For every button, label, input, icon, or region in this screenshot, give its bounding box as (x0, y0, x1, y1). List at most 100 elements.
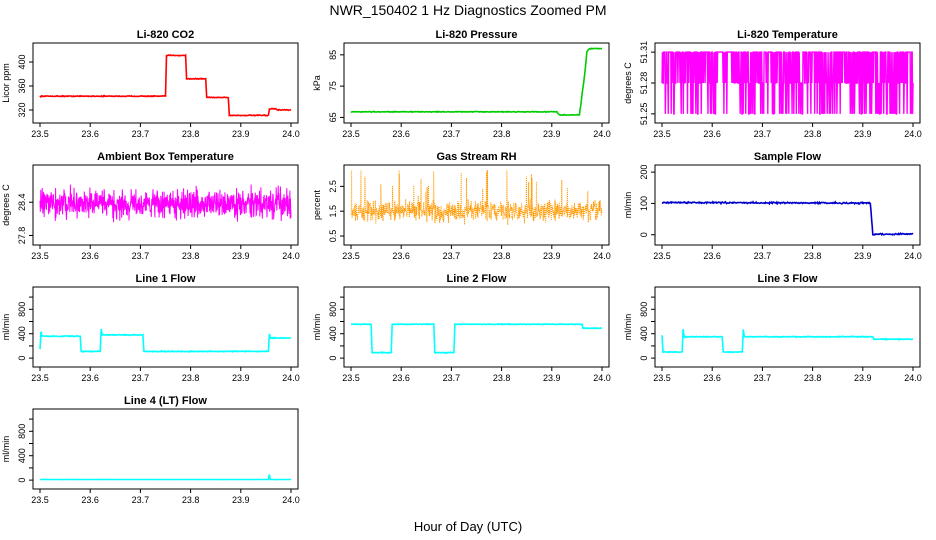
y-tick-label: 320 (17, 102, 27, 117)
x-tick-label: 24.0 (904, 373, 922, 383)
x-tick-label: 23.6 (703, 251, 721, 261)
x-tick-label: 23.5 (31, 129, 49, 139)
x-tick-label: 24.0 (593, 373, 611, 383)
x-tick-label: 24.0 (904, 251, 922, 261)
series-line (39, 474, 291, 481)
x-tick-label: 23.6 (392, 129, 410, 139)
series-line (661, 328, 913, 354)
y-axis-label: ml/min (623, 192, 633, 219)
y-tick-label: 0 (17, 478, 27, 483)
x-tick-label: 23.6 (81, 373, 99, 383)
x-tick-label: 23.7 (443, 251, 461, 261)
y-tick-label: 0 (17, 356, 27, 361)
series-line (351, 322, 603, 355)
x-tick-label: 23.5 (342, 129, 360, 139)
x-tick-label: 23.8 (804, 129, 822, 139)
y-tick-label: 0.5 (328, 230, 338, 243)
x-tick-label: 23.6 (703, 373, 721, 383)
panel-licor_temp: Li-820 Temperature degrees C 51.25 51.28 51.… (623, 29, 922, 139)
x-tick-label: 23.9 (543, 373, 561, 383)
panel-title: Line 3 Flow (758, 273, 818, 285)
panel-sample_flow: Sample Flow ml/min 0 100 200 23.5 23.6 23.7 23.8… (623, 151, 922, 261)
panel-frame (343, 164, 610, 246)
panel-frame (32, 42, 299, 124)
x-tick-label: 24.0 (593, 251, 611, 261)
x-tick-label: 23.5 (342, 251, 360, 261)
panel-title: Sample Flow (754, 151, 822, 163)
x-tick-label: 23.8 (182, 251, 200, 261)
y-tick-label: 800 (17, 302, 27, 317)
x-tick-label: 23.9 (854, 251, 872, 261)
panel-frame (654, 164, 921, 246)
y-tick-label: 65 (328, 112, 338, 122)
y-tick-label: 85 (328, 50, 338, 60)
y-axis-label: Licor ppm (1, 63, 11, 103)
y-tick-label: 800 (17, 424, 27, 439)
x-tick-label: 24.0 (282, 129, 300, 139)
panel-title: Li-820 CO2 (137, 29, 194, 41)
y-tick-label: 1.5 (328, 205, 338, 218)
y-tick-label: 800 (639, 302, 649, 317)
x-tick-label: 23.7 (132, 373, 150, 383)
x-tick-label: 24.0 (282, 373, 300, 383)
panel-frame (343, 286, 610, 368)
series-line (661, 200, 914, 237)
y-tick-label: 100 (639, 196, 649, 211)
x-tick-label: 23.8 (804, 373, 822, 383)
y-tick-label: 2.5 (328, 180, 338, 193)
y-axis-label: degrees C (623, 62, 633, 104)
x-tick-label: 24.0 (904, 129, 922, 139)
panel-line3: Line 3 Flow ml/min 0 400 800 23.5 23.6 23.7 23.8… (623, 273, 922, 383)
panel-frame (32, 164, 299, 246)
y-tick-label: 51.31 (639, 41, 649, 64)
y-tick-label: 400 (328, 326, 338, 341)
x-tick-label: 23.7 (132, 129, 150, 139)
x-tick-label: 23.5 (31, 373, 49, 383)
y-tick-label: 51.28 (639, 72, 649, 95)
y-tick-label: 400 (17, 448, 27, 463)
x-tick-label: 23.8 (493, 373, 511, 383)
x-tick-label: 23.7 (754, 129, 772, 139)
y-axis-label: kPa (312, 75, 322, 91)
x-tick-label: 23.6 (81, 251, 99, 261)
y-axis-label: ml/min (1, 436, 11, 463)
y-axis-label: ml/min (312, 314, 322, 341)
panel-title: Ambient Box Temperature (97, 151, 234, 163)
x-tick-label: 23.9 (232, 495, 250, 505)
x-tick-label: 23.7 (754, 373, 772, 383)
x-tick-label: 23.9 (543, 251, 561, 261)
x-tick-label: 23.5 (653, 251, 671, 261)
panel-line4: Line 4 (LT) Flow ml/min 0 400 800 23.5 23.6 23.… (1, 395, 300, 505)
panel-title: Line 4 (LT) Flow (124, 395, 207, 407)
y-tick-label: 200 (639, 165, 649, 180)
panel-title: Gas Stream RH (436, 151, 516, 163)
x-tick-label: 23.7 (443, 373, 461, 383)
y-tick-label: 0 (328, 356, 338, 361)
x-tick-label: 23.5 (342, 373, 360, 383)
series-line (350, 170, 603, 226)
x-tick-label: 24.0 (282, 251, 300, 261)
x-tick-label: 23.9 (232, 373, 250, 383)
x-tick-label: 23.9 (232, 251, 250, 261)
y-tick-label: 400 (639, 326, 649, 341)
x-tick-label: 23.7 (132, 495, 150, 505)
panel-frame (343, 42, 610, 124)
x-tick-label: 23.5 (31, 495, 49, 505)
x-tick-label: 23.6 (392, 251, 410, 261)
y-axis-label: percent (312, 189, 322, 220)
y-tick-label: 800 (328, 302, 338, 317)
x-tick-label: 23.7 (443, 129, 461, 139)
y-tick-label: 0 (639, 356, 649, 361)
panel-title: Line 2 Flow (447, 273, 507, 285)
y-axis-label: ml/min (623, 314, 633, 341)
x-tick-label: 24.0 (593, 129, 611, 139)
x-tick-label: 23.8 (182, 373, 200, 383)
x-tick-label: 23.9 (854, 129, 872, 139)
x-tick-label: 23.6 (81, 495, 99, 505)
x-tick-label: 23.6 (392, 373, 410, 383)
figure-xlabel: Hour of Day (UTC) (414, 519, 522, 534)
series-line (661, 51, 914, 115)
panel-pressure: Li-820 Pressure kPa 65 75 85 23.5 23.6 23.7 23.8… (312, 29, 611, 139)
series-line (39, 53, 292, 117)
